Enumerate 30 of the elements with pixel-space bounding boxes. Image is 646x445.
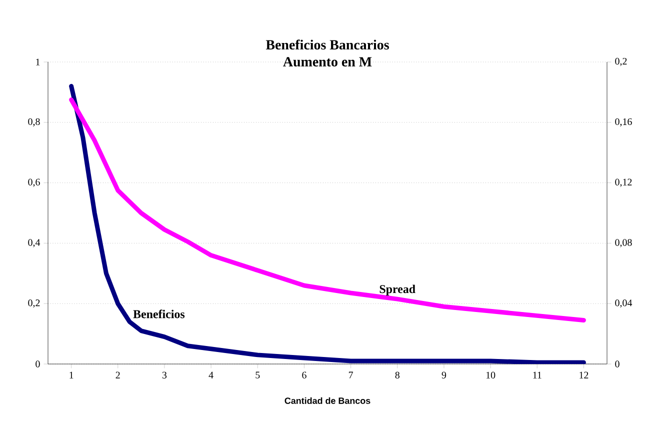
y2-tick-label: 0,12 [615,178,632,187]
chart-subtitle: Aumento en M [283,57,372,66]
x-tick-label: 10 [486,372,496,378]
y-tick-label: 0 [36,360,40,368]
x-tick-label: 12 [580,372,588,378]
y2-tick-label: 0 [615,360,620,368]
series-label: Beneficios [133,310,185,318]
y2-tick-label: 0,16 [615,118,632,126]
x-tick-label: 6 [302,372,306,378]
y2-tick-label: 0,08 [615,239,632,248]
y-tick-label: 0,2 [28,300,40,308]
y2-tick-label: 0,2 [615,58,627,66]
x-tick-label: 7 [348,372,354,378]
x-tick-label: 2 [116,372,120,378]
series-label: Spread [380,284,416,296]
x-axis-title: Cantidad de Bancos [284,397,370,404]
x-tick-label: 5 [256,372,260,378]
y-tick-label: 0,4 [28,239,40,248]
y-tick-label: 0,6 [28,178,40,187]
x-tick-label: 8 [395,372,400,378]
x-tick-label: 4 [208,372,214,378]
y2-tick-label: 0,04 [615,300,632,308]
line-series [69,97,586,322]
x-tick-label: 11 [533,372,542,378]
y-tick-label: 1 [36,58,40,66]
x-tick-label: 9 [442,372,446,378]
x-tick-label: 1 [70,372,74,378]
chart-title: Beneficios Bancarios [266,40,389,50]
x-tick-label: 3 [162,372,167,378]
y-tick-label: 0,8 [28,118,40,126]
